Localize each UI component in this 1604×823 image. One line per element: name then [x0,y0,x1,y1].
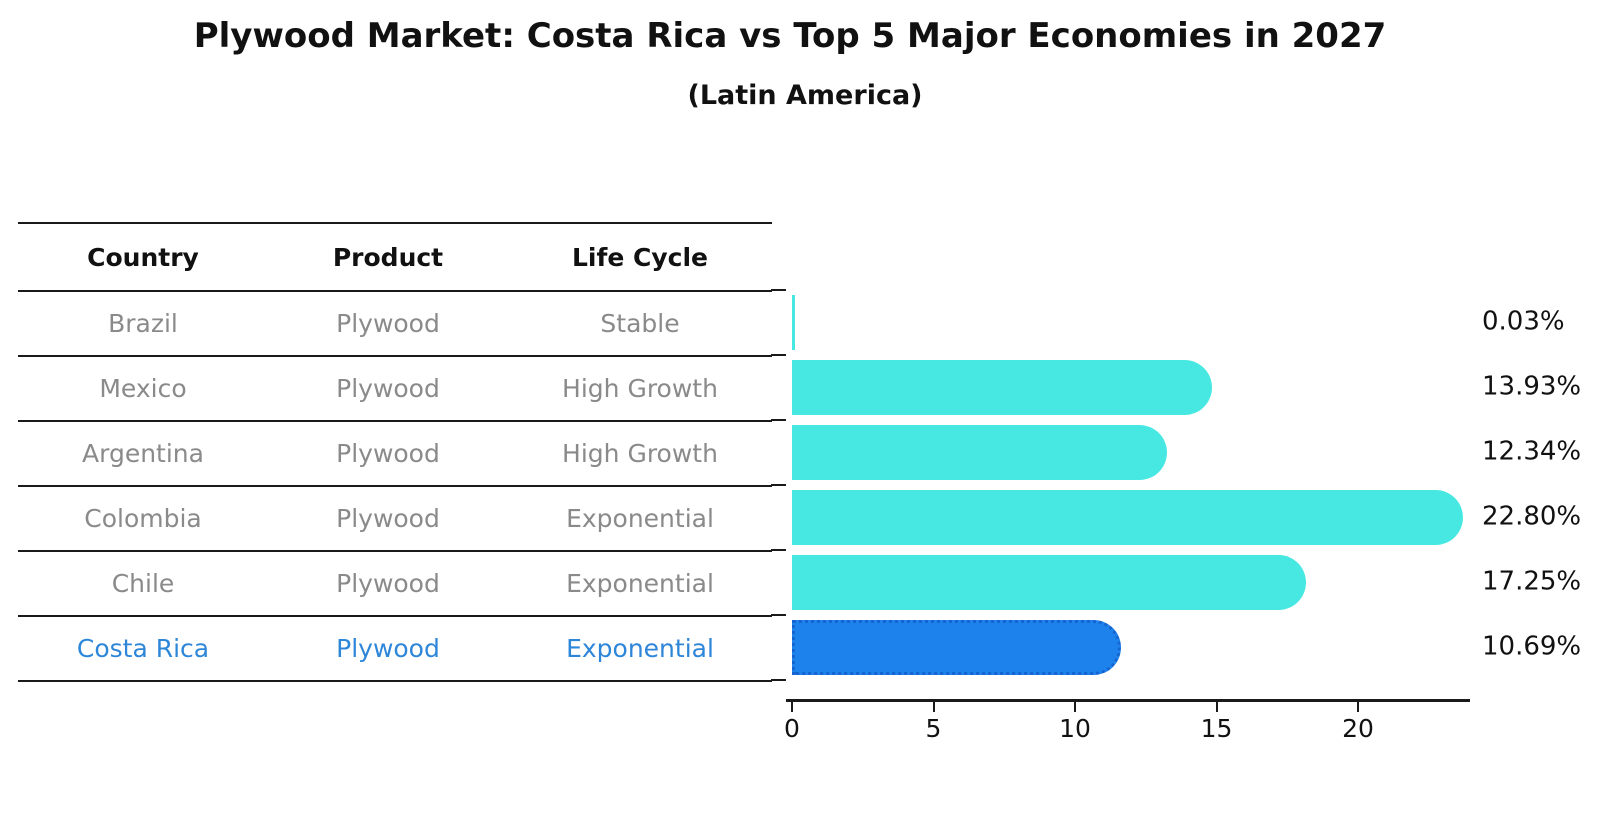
table-rows: Brazil Plywood Stable Mexico Plywood High Gro… [18,292,772,682]
table-cell-life-cycle: High Growth [562,374,718,403]
value-label: 12.34% [1482,436,1582,467]
table-row: Argentina Plywood High Growth [18,422,772,487]
table-cell-life-cycle: High Growth [562,439,718,468]
value-label: 17.25% [1482,566,1582,597]
bar-argentina [792,424,1167,480]
table-header-row: Country Product Life Cycle [18,224,772,292]
table-row: Brazil Plywood Stable [18,292,772,357]
value-label: 13.93% [1482,371,1582,402]
table-row: Colombia Plywood Exponential [18,487,772,552]
table-cell-product: Plywood [336,504,440,533]
table-cell-country: Colombia [84,504,202,533]
table-cell-product: Plywood [336,374,440,403]
data-table: Country Product Life Cycle Brazil Plywood… [18,222,772,682]
y-axis-tick [771,613,786,616]
bar-costa-rica [792,619,1121,675]
x-axis-line [786,699,1470,702]
table-cell-life-cycle: Exponential [566,504,714,533]
x-axis-tick-label: 5 [925,714,942,743]
table-row: Costa Rica Plywood Exponential [18,617,772,682]
y-axis-tick [771,353,786,356]
y-axis-tick [771,548,786,551]
table-cell-country: Brazil [108,309,178,338]
header-cell-product: Product [332,242,444,272]
bar-mexico [792,359,1212,415]
table-cell-product: Plywood [336,634,440,663]
header-cell-country: Country [87,242,199,272]
table-row: Mexico Plywood High Growth [18,357,772,422]
page-subtitle: (Latin America) [687,80,923,111]
table-cell-life-cycle: Exponential [566,634,714,663]
y-axis-tick [771,288,786,291]
bar-colombia [792,489,1463,545]
x-axis-tick [932,702,935,712]
x-axis-tick-label: 10 [1059,714,1091,743]
x-axis-tick [1215,702,1218,712]
bar-brazil [792,294,795,350]
table-cell-country: Chile [111,569,175,598]
table-cell-life-cycle: Exponential [566,569,714,598]
table-row: Chile Plywood Exponential [18,552,772,617]
table-cell-product: Plywood [336,309,440,338]
table-cell-country: Argentina [82,439,204,468]
bar-chile [792,554,1306,610]
table-cell-life-cycle: Stable [600,309,680,338]
x-axis-tick-label: 15 [1200,714,1233,743]
page-title: Plywood Market: Costa Rica vs Top 5 Majo… [193,16,1387,56]
x-axis-tick-label: 0 [784,714,800,743]
y-axis-tick [771,483,786,486]
y-axis-tick [771,418,786,421]
header-cell-life-cycle: Life Cycle [571,242,709,272]
table-cell-product: Plywood [336,569,440,598]
value-label: 22.80% [1482,501,1582,532]
y-axis-tick [771,678,786,681]
table-cell-product: Plywood [336,439,440,468]
value-label: 0.03% [1482,306,1565,337]
table-cell-country: Mexico [99,374,187,403]
x-axis-tick [791,702,793,712]
value-label: 10.69% [1482,631,1582,662]
x-axis-tick-label: 20 [1342,714,1374,743]
x-axis-tick [1074,702,1076,712]
table-cell-country: Costa Rica [76,634,210,663]
x-axis-tick [1357,702,1359,712]
